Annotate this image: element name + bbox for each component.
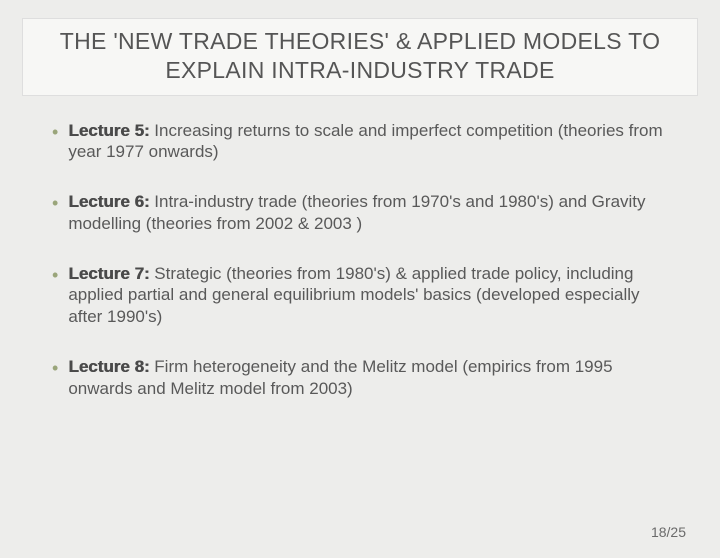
list-item-text: Lecture 7: Strategic (theories from 1980…: [68, 263, 668, 328]
bullet-icon: •: [52, 264, 58, 287]
list-item-text: Lecture 6: Intra-industry trade (theorie…: [68, 191, 668, 235]
list-item-text: Lecture 5: Increasing returns to scale a…: [68, 120, 668, 164]
list-item-body: Firm heterogeneity and the Melitz model …: [68, 357, 612, 398]
list-item-text: Lecture 8: Firm heterogeneity and the Me…: [68, 356, 668, 400]
list-item-body: Increasing returns to scale and imperfec…: [68, 121, 662, 162]
bullet-icon: •: [52, 357, 58, 380]
list-item-body: Strategic (theories from 1980's) & appli…: [68, 264, 639, 327]
bullet-list: • Lecture 5: Increasing returns to scale…: [52, 120, 668, 400]
list-item-label: Lecture 6:: [68, 192, 149, 211]
list-item-label: Lecture 5:: [68, 121, 149, 140]
title-box: THE 'NEW TRADE THEORIES' & APPLIED MODEL…: [22, 18, 698, 96]
bullet-icon: •: [52, 121, 58, 144]
list-item: • Lecture 5: Increasing returns to scale…: [52, 120, 668, 164]
list-item: • Lecture 6: Intra-industry trade (theor…: [52, 191, 668, 235]
list-item-label: Lecture 8:: [68, 357, 149, 376]
page-number: 18/25: [651, 524, 686, 540]
list-item: • Lecture 8: Firm heterogeneity and the …: [52, 356, 668, 400]
list-item: • Lecture 7: Strategic (theories from 19…: [52, 263, 668, 328]
list-item-body: Intra-industry trade (theories from 1970…: [68, 192, 645, 233]
page-title: THE 'NEW TRADE THEORIES' & APPLIED MODEL…: [35, 27, 685, 85]
list-item-label: Lecture 7:: [68, 264, 149, 283]
bullet-icon: •: [52, 192, 58, 215]
